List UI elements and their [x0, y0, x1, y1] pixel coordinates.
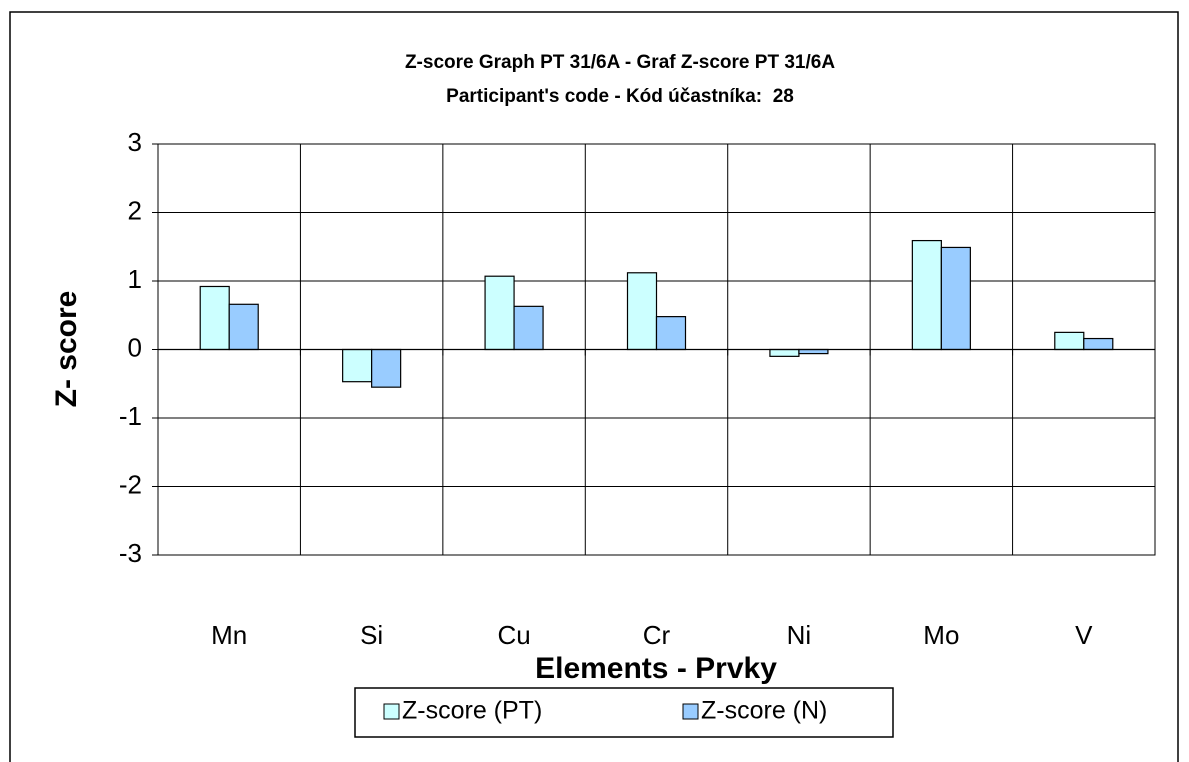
x-axis-title: Elements - Prvky: [535, 652, 777, 685]
y-tick-label: 2: [128, 195, 142, 225]
bar: [513, 305, 544, 351]
legend-swatch: [383, 703, 400, 720]
bar: [655, 316, 687, 351]
chart-subtitle: Participant's code - Kód účastníka: 28: [446, 86, 794, 107]
legend-label: Z-score (PT): [402, 697, 542, 725]
legend-swatch: [682, 703, 699, 720]
bar: [199, 285, 230, 351]
y-tick-label: -2: [119, 469, 142, 499]
legend-box: [354, 687, 894, 738]
x-tick-label: Mn: [211, 620, 247, 650]
bar: [228, 303, 259, 351]
x-tick-label: V: [1075, 620, 1093, 650]
chart-title: Z-score Graph PT 31/6A - Graf Z-score PT…: [405, 52, 835, 73]
bar: [911, 239, 942, 351]
chart-frame: [9, 11, 1179, 762]
x-tick-label: Ni: [787, 620, 812, 650]
y-axis-title: Z- score: [50, 291, 83, 408]
x-tick-label: Cu: [497, 620, 530, 650]
x-tick-label: Cr: [643, 620, 671, 650]
bar: [342, 348, 373, 383]
x-tick-label: Si: [360, 620, 383, 650]
bar: [769, 348, 800, 357]
bar: [1054, 331, 1085, 351]
bar: [371, 348, 402, 388]
legend-label: Z-score (N): [701, 697, 827, 725]
y-tick-label: 0: [128, 332, 142, 362]
y-tick-label: 1: [128, 264, 142, 294]
bar: [1083, 337, 1114, 351]
y-tick-label: 3: [128, 127, 142, 157]
bar: [484, 275, 515, 351]
bar: [940, 246, 971, 351]
y-tick-label: -3: [119, 538, 142, 568]
bar: [798, 348, 829, 355]
x-tick-label: Mo: [923, 620, 959, 650]
y-tick-label: -1: [119, 401, 142, 431]
bar: [626, 272, 658, 351]
